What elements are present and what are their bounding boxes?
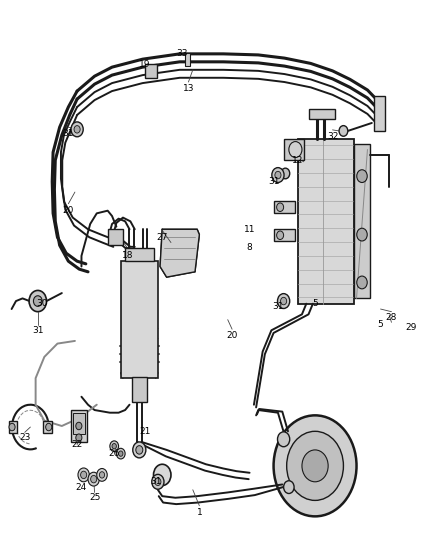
Circle shape [274, 415, 357, 516]
Text: 11: 11 [244, 225, 255, 234]
Circle shape [9, 423, 15, 431]
Circle shape [155, 478, 161, 486]
Circle shape [119, 451, 123, 456]
Text: 18: 18 [122, 252, 133, 260]
Circle shape [357, 169, 367, 182]
Circle shape [153, 464, 171, 486]
Circle shape [302, 450, 328, 482]
Circle shape [88, 472, 99, 486]
Circle shape [46, 423, 52, 431]
Bar [274, 229, 295, 241]
Circle shape [74, 126, 80, 133]
Text: 19: 19 [139, 60, 151, 69]
Text: 1: 1 [197, 507, 202, 516]
Circle shape [99, 472, 105, 478]
Text: 23: 23 [19, 433, 30, 442]
Text: 26: 26 [109, 449, 120, 458]
Circle shape [277, 231, 284, 239]
Bar [354, 144, 370, 298]
Circle shape [277, 203, 284, 212]
Circle shape [287, 431, 343, 500]
Bar [374, 96, 385, 131]
Text: 5: 5 [378, 320, 383, 329]
Text: 20: 20 [226, 331, 238, 340]
Circle shape [33, 296, 42, 306]
Text: 30: 30 [36, 299, 48, 308]
Bar [185, 53, 190, 66]
Text: 13: 13 [183, 84, 194, 93]
Circle shape [289, 142, 302, 158]
Circle shape [278, 294, 290, 309]
Bar [308, 109, 335, 119]
Circle shape [117, 448, 125, 459]
Text: 31: 31 [268, 177, 279, 186]
Circle shape [281, 168, 290, 179]
Circle shape [97, 469, 107, 481]
Text: 31: 31 [272, 302, 284, 311]
Circle shape [281, 297, 287, 305]
Polygon shape [160, 229, 199, 277]
Circle shape [275, 171, 281, 179]
Text: 21: 21 [139, 427, 151, 436]
Circle shape [339, 126, 348, 136]
Bar [274, 201, 295, 213]
Circle shape [78, 468, 89, 482]
Bar [145, 64, 157, 78]
Text: 31: 31 [32, 326, 43, 335]
Text: 28: 28 [386, 312, 397, 321]
Bar [121, 261, 158, 378]
Text: 32: 32 [327, 132, 338, 141]
Circle shape [152, 474, 164, 489]
Bar [285, 139, 304, 160]
Circle shape [278, 432, 290, 447]
Text: 27: 27 [156, 233, 168, 242]
Bar [108, 229, 123, 245]
Circle shape [284, 481, 294, 494]
Circle shape [133, 442, 146, 458]
Text: 22: 22 [71, 440, 83, 449]
Circle shape [71, 122, 83, 137]
Bar [132, 376, 147, 402]
Text: 5: 5 [312, 299, 318, 308]
Text: 31: 31 [63, 129, 74, 138]
Bar [71, 410, 87, 442]
Circle shape [76, 434, 82, 441]
Bar [297, 139, 354, 304]
Bar [9, 421, 17, 433]
Text: 33: 33 [176, 50, 187, 58]
Circle shape [76, 422, 82, 430]
Bar [125, 248, 153, 261]
Circle shape [110, 441, 119, 451]
Circle shape [136, 446, 143, 454]
Circle shape [357, 276, 367, 289]
Text: 29: 29 [406, 323, 417, 332]
Circle shape [29, 290, 46, 312]
Text: 31: 31 [150, 478, 162, 486]
Circle shape [112, 443, 117, 449]
Text: 12: 12 [292, 156, 303, 165]
Text: 24: 24 [76, 482, 87, 491]
Text: 25: 25 [89, 493, 100, 502]
Text: 20: 20 [63, 206, 74, 215]
Circle shape [91, 475, 97, 483]
Bar [43, 421, 52, 433]
Bar [73, 413, 85, 434]
Circle shape [357, 228, 367, 241]
Circle shape [81, 471, 87, 479]
Text: 8: 8 [247, 244, 252, 253]
Circle shape [272, 167, 284, 182]
